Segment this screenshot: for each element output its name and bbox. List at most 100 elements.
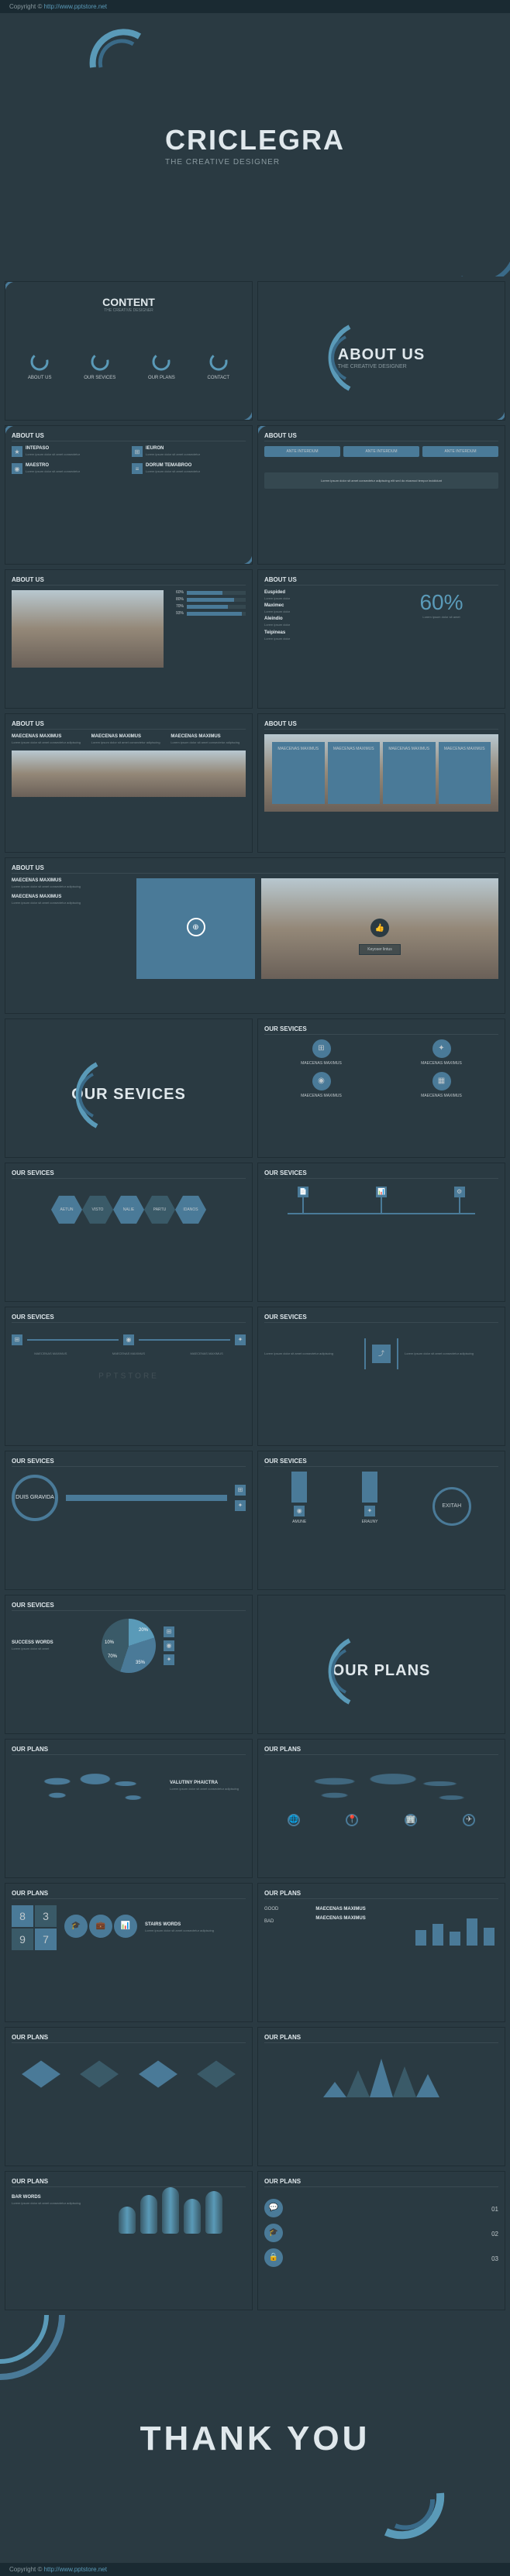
feature-text: INTEPASOLorem ipsum dolor sit amet conse… (26, 446, 80, 457)
plans-section-slide: OUR PLANS (257, 1595, 505, 1734)
stairs-title: STAIRS WORDS (145, 1922, 246, 1927)
vbar (450, 1932, 460, 1946)
divider (397, 1338, 398, 1369)
legend-icon: ◉ (164, 1640, 174, 1651)
circle-item: ✦MAECENAS MAXIMUS (384, 1039, 498, 1066)
slide-header: OUR PLANS (12, 2034, 246, 2043)
slide-header: ABOUT US (264, 720, 498, 730)
bar-label: 60% (170, 590, 184, 595)
steps-row: 🔒 03 (264, 2248, 498, 2270)
pill-item: ANTE INTERDUM (264, 446, 340, 457)
number-tile: 7 (35, 1929, 57, 1950)
icon-circle: ✦ (432, 1039, 451, 1058)
landscape-image (12, 590, 164, 668)
cylinder-bar (184, 2199, 201, 2234)
content-subtitle: THE CREATIVE DESIGNER (12, 308, 246, 313)
section-hero: OUR PLANS (264, 1602, 498, 1734)
connector-hline (288, 1213, 475, 1214)
corner-arc-icon (239, 407, 253, 421)
feature-title: IEURON (146, 446, 200, 451)
flow-node: 📊 (376, 1187, 387, 1213)
corner-arc-icon (5, 281, 18, 294)
circle-row: 🎓 💼 📊 (64, 1915, 137, 1941)
content-item-label: CONTACT (208, 376, 230, 380)
legend-icon: ✦ (164, 1654, 174, 1665)
steps-row: 💬 01 (264, 2199, 498, 2221)
copyright-link[interactable]: http://www.pptstore.net (44, 2566, 107, 2573)
feature-desc: Lorem ipsum dolor (264, 610, 378, 613)
bar-connector (66, 1495, 227, 1501)
divider (364, 1338, 366, 1369)
node-label: AMUNE (291, 1520, 307, 1524)
services-hex-slide: OUR SEVICES AETUN VISTO NALIE PARTU IDAN… (5, 1163, 253, 1302)
thankyou-slide: THANK YOU (0, 2315, 510, 2563)
pill-item: ANTE INTERDUM (422, 446, 498, 457)
cyl-title: BAR WORDS (12, 2195, 87, 2200)
copyright-link[interactable]: http://www.pptstore.net (44, 3, 107, 10)
flow-icon: ✦ (235, 1334, 246, 1345)
bar-row: 93% (170, 611, 246, 616)
slide-header: OUR SEVICES (12, 1602, 246, 1611)
about-pills-slide: ABOUT US ANTE INTERDUM ANTE INTERDUM ANT… (257, 425, 505, 565)
bar-fill (187, 591, 222, 595)
legend-icon: ⊞ (164, 1626, 174, 1637)
big-arc-icon (311, 1637, 357, 1706)
connector-line (381, 1197, 382, 1213)
vbar (362, 1472, 377, 1503)
col-item: MAECENAS MAXIMUSLorem ipsum dolor sit am… (91, 734, 167, 744)
circle-icon: ⊕ (187, 918, 205, 936)
slide-header: OUR SEVICES (264, 1025, 498, 1035)
arc-small-icon (208, 352, 229, 372)
triangle-chart (264, 2059, 498, 2097)
feature-text: DORUM TEMABROOLorem ipsum dolor sit amet… (146, 463, 200, 474)
triangle-bar (346, 2070, 370, 2097)
card-label: MAECENAS MAXIMUS (388, 747, 431, 751)
hex-item: NALIE (113, 1194, 144, 1225)
map-desc: Lorem ipsum dolor sit amet consectetur a… (170, 1787, 246, 1791)
services-share-slide: OUR SEVICES Lorem ipsum dolor sit amet c… (257, 1307, 505, 1446)
map-marker-icon: ✈ (463, 1814, 475, 1826)
step-num: 03 (289, 2255, 498, 2262)
feature-title: MAESTRO (26, 463, 80, 468)
col-3: MAECENAS MAXIMUSLorem ipsum dolor sit am… (12, 734, 246, 744)
content-item: OUR SEVICES (84, 352, 115, 380)
list-item: MAECENAS MAXIMUS (315, 1916, 403, 1921)
slide-header: OUR SEVICES (12, 1458, 246, 1467)
plans-map-slide: OUR PLANS VALUTINY PHAICTRALorem ipsum d… (5, 1739, 253, 1878)
arc-rings-icon (370, 137, 510, 276)
node-label: ERAUNY (362, 1520, 378, 1524)
slide-header: OUR PLANS (12, 2178, 246, 2187)
content-item-label: ABOUT US (28, 376, 52, 380)
flow-h: ⊞ ◉ ✦ (12, 1334, 246, 1345)
icon-circle: ▦ (432, 1072, 451, 1091)
slides-grid: CONTENT THE CREATIVE DESIGNER ABOUT US O… (0, 276, 510, 2315)
step-circle: 🔒 (264, 2248, 283, 2267)
cube-item (197, 2060, 236, 2087)
feature-text: AleindioLorem ipsum dolor (264, 617, 378, 627)
about-section-slide: ABOUT US THE CREATIVE DESIGNER (257, 281, 505, 421)
feature-text: TeipineasLorem ipsum dolor (264, 630, 378, 641)
cube-item (80, 2060, 119, 2087)
blue-panel: ⊕ (136, 878, 255, 979)
col-title: MAECENAS MAXIMUS (171, 734, 246, 739)
arc-small-icon (90, 352, 110, 372)
hero-slide: CRICLEGRA THE CREATIVE DESIGNER (0, 13, 510, 276)
pie-pct: 10% (105, 1640, 114, 1645)
services-flow2-slide: OUR SEVICES PPTSTORE ⊞ ◉ ✦ MAECENAS MAXI… (5, 1307, 253, 1446)
feature-desc: Lorem ipsum dolor sit amet consectetur (146, 469, 200, 473)
plans-stairs-slide: OUR PLANS 8 3 9 7 🎓 💼 📊 STAIRS WORDSLore… (5, 1883, 253, 2022)
circle-item: 💼 (89, 1915, 112, 1938)
cube-item (22, 2060, 60, 2087)
landscape-image: 👍 Keyoser lintus (261, 878, 498, 979)
pill-item: ANTE INTERDUM (343, 446, 419, 457)
vbar-chart (411, 1907, 498, 1946)
plans-cylinders-slide: OUR PLANS BAR WORDSLorem ipsum dolor sit… (5, 2171, 253, 2310)
list-icon: ≡ (132, 463, 143, 474)
hero-title: CRICLEGRA (165, 124, 345, 156)
connector-line (302, 1197, 304, 1213)
slide-header: OUR SEVICES (12, 1314, 246, 1323)
arc-small-icon (151, 352, 171, 372)
stairs-desc: Lorem ipsum dolor sit amet consectetur a… (145, 1929, 246, 1932)
feature-text: MAECENAS MAXIMUSLorem ipsum dolor sit am… (12, 878, 130, 888)
circle-item: 🎓 (64, 1915, 88, 1938)
